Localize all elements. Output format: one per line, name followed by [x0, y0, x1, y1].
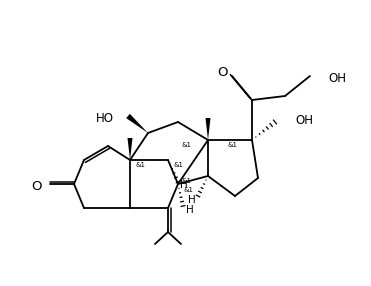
Polygon shape [126, 114, 148, 133]
Text: &1: &1 [181, 142, 191, 148]
Text: HO: HO [96, 112, 114, 124]
Text: &1: &1 [135, 162, 145, 168]
Text: O: O [32, 180, 42, 192]
Text: H: H [180, 180, 188, 190]
Text: H: H [188, 195, 196, 205]
Text: &1: &1 [183, 187, 193, 193]
Polygon shape [128, 138, 132, 160]
Text: OH: OH [295, 114, 313, 126]
Text: &1: &1 [173, 162, 183, 168]
Polygon shape [206, 118, 210, 140]
Text: &1: &1 [181, 178, 191, 184]
Text: H: H [186, 205, 194, 215]
Text: &1: &1 [227, 142, 237, 148]
Text: O: O [217, 65, 228, 78]
Text: OH: OH [328, 72, 346, 84]
